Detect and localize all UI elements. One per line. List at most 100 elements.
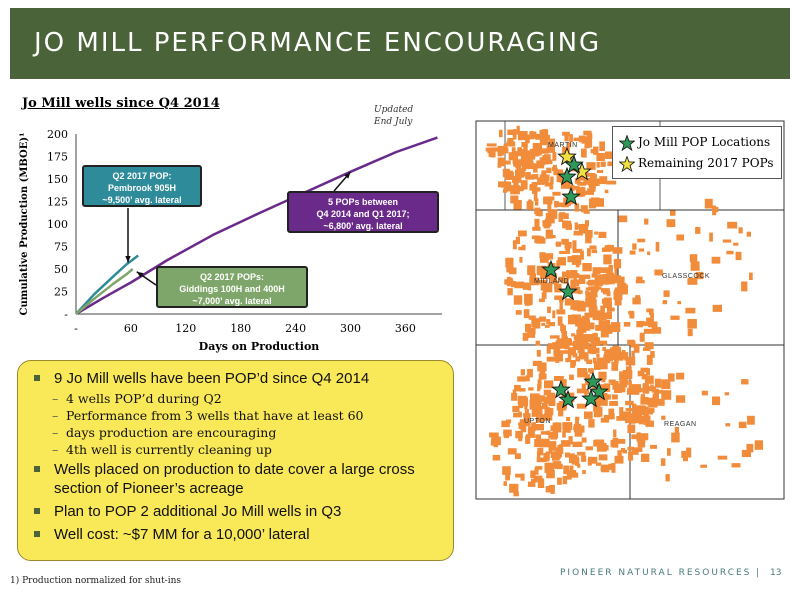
acreage-block (533, 191, 538, 201)
green-star-icon (618, 133, 636, 151)
acreage-block (507, 129, 517, 135)
acreage-block (601, 298, 605, 304)
acreage-block (712, 396, 721, 406)
acreage-block (631, 434, 640, 440)
acreage-block (599, 141, 605, 151)
acreage-block (552, 461, 562, 469)
acreage-block (583, 178, 590, 185)
acreage-block (689, 254, 698, 262)
acreage-block (587, 188, 596, 192)
acreage-block (595, 396, 605, 406)
acreage-block (676, 234, 684, 241)
acreage-block (525, 150, 532, 160)
acreage-block (599, 445, 609, 451)
acreage-block (505, 471, 510, 481)
acreage-block (733, 242, 739, 246)
jo-mill-pop-star-icon (558, 389, 578, 409)
acreage-block (584, 411, 593, 419)
acreage-block (571, 300, 580, 307)
acreage-block (504, 279, 514, 285)
acreage-block (558, 350, 569, 354)
acreage-block (571, 333, 576, 337)
acreage-block (550, 485, 555, 494)
callout-line: Q2 2017 POPs: (199, 272, 265, 282)
acreage-block (550, 453, 558, 458)
acreage-block (584, 312, 593, 318)
acreage-block (576, 329, 583, 336)
acreage-block (568, 436, 573, 445)
acreage-block (503, 429, 512, 437)
acreage-block (628, 451, 634, 461)
acreage-block (575, 262, 580, 268)
acreage-block (631, 413, 638, 422)
acreage-block (539, 174, 550, 182)
acreage-block (577, 181, 587, 186)
acreage-block (581, 136, 590, 144)
acreage-block (724, 392, 730, 396)
acreage-block (573, 305, 583, 311)
acreage-block (610, 322, 621, 332)
acreage-block (641, 453, 650, 462)
acreage-block (603, 415, 613, 420)
acreage-block (544, 218, 555, 224)
acreage-block (540, 134, 544, 143)
acreage-block (623, 370, 631, 379)
acreage-block (601, 321, 605, 330)
acreage-block (686, 447, 692, 458)
acreage-block (531, 235, 541, 240)
acreage-block (563, 338, 572, 345)
acreage-block (569, 465, 574, 473)
acreage-block (497, 162, 502, 168)
acreage-block (628, 310, 635, 315)
acreage-block (593, 146, 599, 155)
acreage-block (611, 394, 618, 400)
acreage-block (542, 221, 552, 227)
acreage-block (557, 477, 562, 485)
callout-line: Q2 2017 POP: (112, 171, 172, 181)
acreage-block (593, 332, 598, 340)
acreage-block (695, 271, 704, 280)
acreage-block (501, 160, 511, 165)
acreage-block (555, 201, 559, 206)
acreage-block (516, 186, 524, 192)
acreage-block (537, 384, 541, 392)
acreage-block (586, 162, 596, 170)
acreage-block (522, 162, 527, 171)
acreage-block (595, 347, 600, 354)
acreage-block (557, 463, 563, 470)
acreage-block (522, 332, 529, 341)
acreage-block (677, 301, 682, 305)
acreage-block (529, 131, 534, 140)
acreage-block (646, 354, 653, 365)
acreage-block (529, 148, 539, 153)
acreage-block (523, 416, 531, 427)
acreage-block (503, 147, 509, 154)
acreage-block (606, 180, 617, 185)
acreage-block (596, 170, 604, 173)
acreage-block (567, 314, 577, 325)
acreage-block (598, 454, 608, 461)
acreage-block (550, 273, 557, 282)
acreage-block (670, 210, 676, 216)
acreage-block (601, 377, 606, 383)
yellow-star-icon (618, 154, 636, 172)
acreage-block (614, 455, 624, 464)
acreage-block (501, 420, 510, 428)
bullet-cross-section: Wells placed on production to date cover… (32, 460, 443, 498)
acreage-block (568, 272, 573, 279)
acreage-block (525, 323, 531, 333)
acreage-block (517, 376, 527, 382)
callout-arrow-giddings-head (136, 271, 144, 278)
acreage-block (598, 319, 603, 328)
acreage-block (654, 269, 663, 276)
x-tick-label: 180 (230, 322, 251, 335)
acreage-block (594, 361, 601, 370)
acreage-block (522, 159, 533, 163)
acreage-block (497, 157, 506, 167)
acreage-block (527, 481, 536, 487)
acreage-block (603, 297, 612, 307)
acreage-block (535, 405, 543, 416)
acreage-block (541, 322, 546, 326)
acreage-block (556, 353, 563, 362)
acreage-block (572, 248, 583, 253)
